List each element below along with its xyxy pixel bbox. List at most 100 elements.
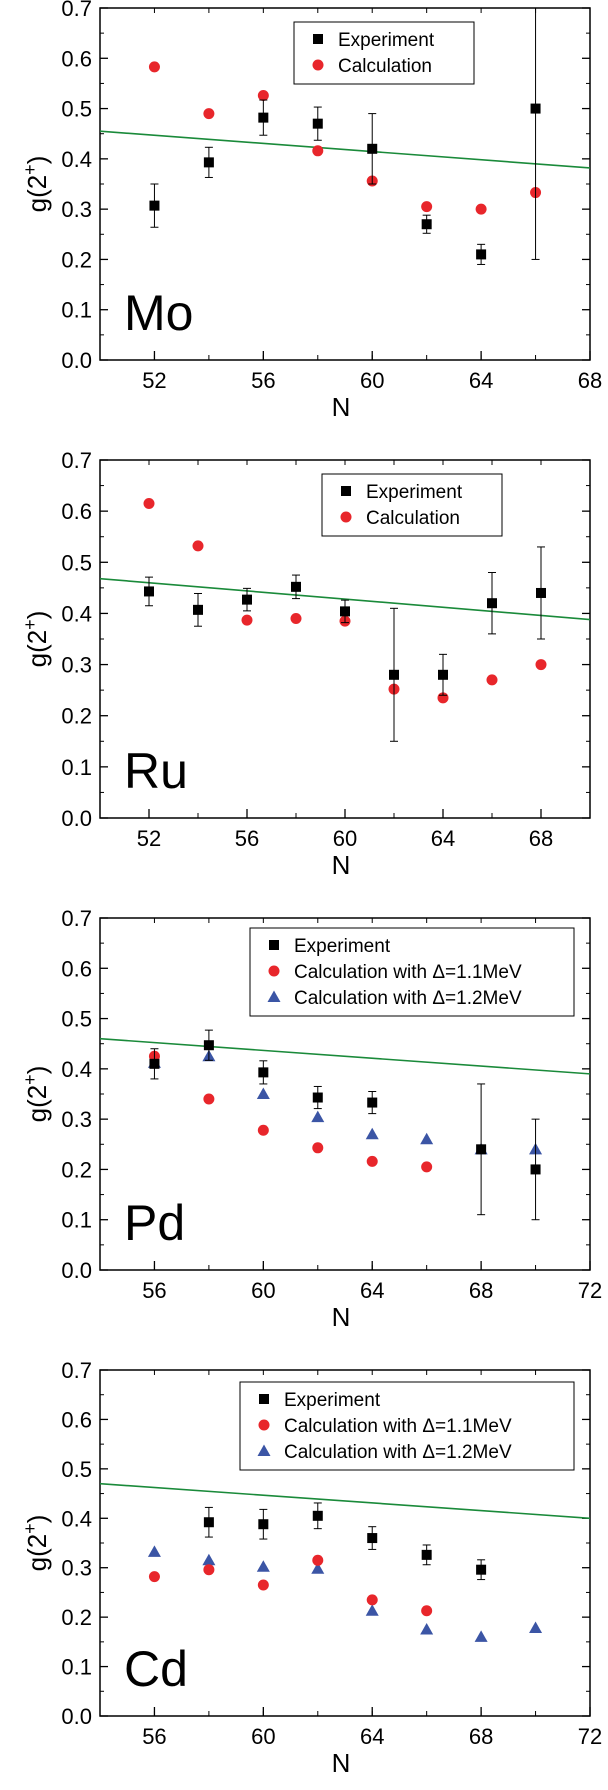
plot-area xyxy=(100,1482,590,1642)
triangle-point xyxy=(474,1630,488,1642)
circle-point xyxy=(257,1579,269,1591)
legend: Experiment Calculation with Δ=1.1MeV Calcu… xyxy=(249,927,575,1017)
y-axis-title: g(2+) xyxy=(20,611,52,668)
series-0 xyxy=(149,8,541,265)
circle-point xyxy=(421,201,433,213)
panel-label: Ru xyxy=(124,743,188,799)
square-point xyxy=(144,586,154,597)
x-tick-label: 64 xyxy=(360,1278,384,1303)
square-point xyxy=(203,1517,214,1528)
series-1 xyxy=(148,1050,433,1173)
circle-point xyxy=(241,614,253,626)
legend-circle-marker xyxy=(268,965,280,977)
legend: Experiment Calculation with Δ=1.1MeV Calcu… xyxy=(239,1381,575,1471)
circle-point xyxy=(312,1142,324,1154)
circle-point xyxy=(148,61,160,73)
x-tick-label: 68 xyxy=(469,1278,493,1303)
square-point xyxy=(312,1092,323,1103)
legend-label: Calculation with Δ=1.1MeV xyxy=(284,1416,512,1437)
legend-label: Experiment xyxy=(338,30,435,51)
x-tick-label: 56 xyxy=(142,1724,166,1749)
y-tick-label: 0.0 xyxy=(61,1704,92,1729)
square-point xyxy=(421,1549,432,1560)
triangle-point xyxy=(256,1087,270,1099)
y-tick-label: 0.6 xyxy=(61,956,92,981)
series-2 xyxy=(147,1545,543,1642)
x-tick-label: 64 xyxy=(360,1724,384,1749)
square-point xyxy=(389,669,399,680)
y-tick-label: 0.4 xyxy=(61,601,92,626)
legend-circle-marker xyxy=(340,511,352,523)
circle-point xyxy=(421,1605,433,1617)
trend-line xyxy=(100,130,590,169)
x-tick-label: 60 xyxy=(333,826,357,851)
square-point xyxy=(367,1097,378,1108)
x-axis-title: N xyxy=(332,392,351,422)
y-tick-label: 0.1 xyxy=(61,1655,92,1680)
square-point xyxy=(258,1519,269,1530)
y-tick-label: 0.7 xyxy=(61,448,92,473)
circle-point xyxy=(148,1571,160,1583)
legend-circle-marker xyxy=(312,59,324,71)
trend-line xyxy=(100,1482,590,1520)
y-tick-label: 0.7 xyxy=(61,906,92,931)
legend-label: Calculation with Δ=1.1MeV xyxy=(294,962,522,983)
legend-box xyxy=(321,473,503,537)
series-0 xyxy=(149,1029,541,1221)
triangle-point xyxy=(311,1110,325,1123)
legend-circle-marker xyxy=(258,1419,270,1431)
legend-square-marker xyxy=(259,1394,269,1404)
y-tick-label: 0.7 xyxy=(61,0,92,21)
x-tick-label: 64 xyxy=(431,826,455,851)
x-tick-label: 60 xyxy=(251,1724,275,1749)
panel-ru: 0.0 0.1 0.2 0.3 0.4 0.5 0.6 0.7 52 56 60 64 68 Ng(2+)… xyxy=(20,448,591,880)
square-point xyxy=(367,1533,378,1544)
square-point xyxy=(340,606,350,617)
circle-point xyxy=(290,613,302,625)
y-tick-label: 0.6 xyxy=(61,1407,92,1432)
y-tick-label: 0.1 xyxy=(61,1208,92,1233)
square-point xyxy=(487,598,497,609)
square-point xyxy=(476,249,487,260)
y-tick-label: 0.3 xyxy=(61,653,92,678)
triangle-point xyxy=(256,1560,270,1572)
y-axis-title: g(2+) xyxy=(20,1066,52,1123)
legend: Experiment Calculation xyxy=(321,473,503,537)
y-tick-label: 0.0 xyxy=(61,1258,92,1283)
y-tick-label: 0.4 xyxy=(61,1506,92,1531)
square-point xyxy=(149,200,160,211)
legend-label: Experiment xyxy=(294,936,391,957)
square-point xyxy=(312,1510,323,1521)
legend-triangle-marker xyxy=(267,990,281,1002)
plot-area xyxy=(100,1029,590,1221)
legend: Experiment Calculation xyxy=(293,21,475,85)
plot-area xyxy=(100,8,590,265)
y-axis-title: g(2+) xyxy=(20,156,52,213)
y-tick-label: 0.7 xyxy=(61,1358,92,1383)
square-point xyxy=(258,1067,269,1078)
panel-label: Pd xyxy=(124,1195,185,1251)
square-point xyxy=(258,112,269,123)
x-tick-label: 56 xyxy=(142,1278,166,1303)
square-point xyxy=(421,219,432,230)
legend-label: Calculation xyxy=(366,508,460,529)
circle-point xyxy=(203,108,215,120)
x-axis-title: N xyxy=(332,1748,351,1778)
panel-cd: 0.0 0.1 0.2 0.3 0.4 0.5 0.6 0.7 56 60 64 68 72 Ng(2+)… xyxy=(20,1358,602,1778)
y-tick-label: 0.4 xyxy=(61,147,92,172)
square-point xyxy=(476,1144,487,1155)
legend-square-marker xyxy=(313,34,323,44)
square-point xyxy=(536,587,546,598)
x-tick-label: 52 xyxy=(137,826,161,851)
circle-point xyxy=(203,1564,215,1576)
square-point xyxy=(203,157,214,168)
trend-line xyxy=(100,577,590,621)
legend-label: Calculation xyxy=(338,56,432,77)
triangle-point xyxy=(311,1562,325,1574)
series-0 xyxy=(144,546,546,742)
legend-label: Calculation with Δ=1.2MeV xyxy=(284,1442,512,1463)
square-point xyxy=(312,118,323,129)
y-tick-label: 0.5 xyxy=(61,97,92,122)
y-tick-label: 0.1 xyxy=(61,298,92,323)
square-point xyxy=(367,143,378,154)
